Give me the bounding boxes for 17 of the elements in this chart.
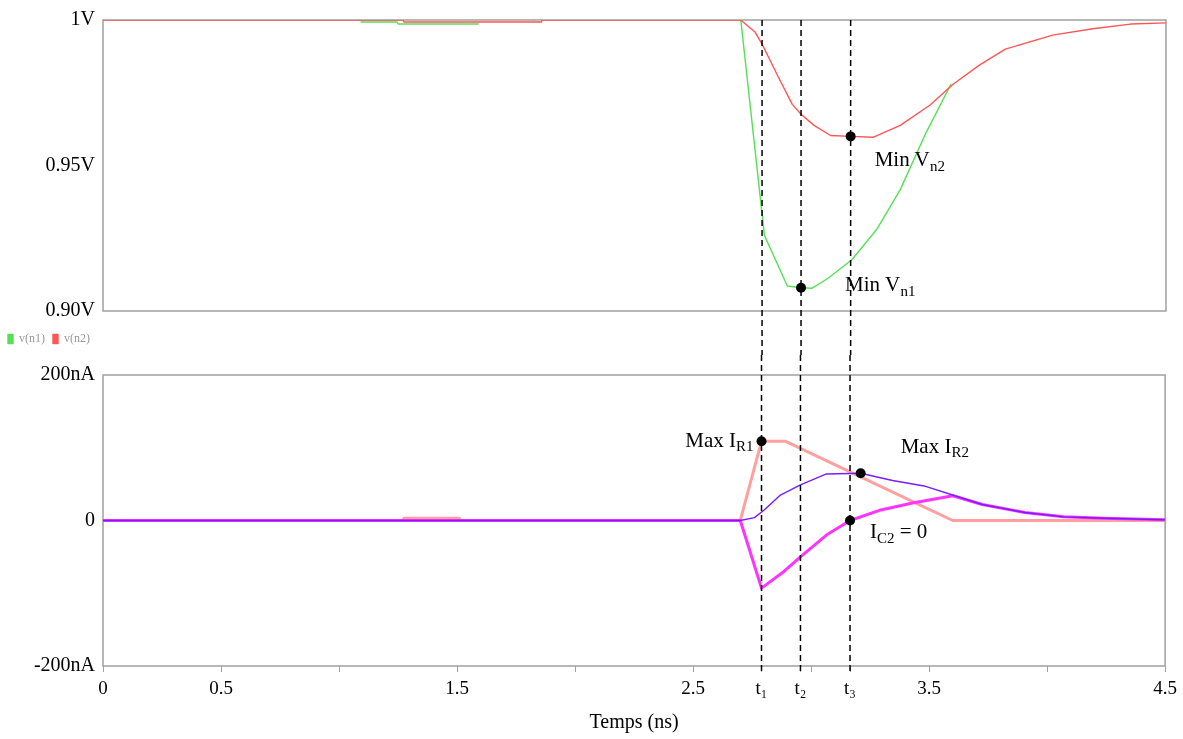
x-tick-label: 2.5 (681, 677, 705, 699)
y-tick-label: 0.90V (45, 298, 96, 321)
x-tick-label: t₁ (755, 677, 768, 699)
x-axis-title: Temps (ns) (589, 710, 679, 734)
x-tick-label: 0.5 (209, 677, 233, 699)
y-tick-label: 200nA (40, 362, 96, 385)
x-tick-label: 3.5 (917, 677, 941, 699)
legend-label: v(n1) (19, 331, 45, 346)
y-tick-label: 0.95V (45, 152, 96, 175)
x-tick-label: t₂ (794, 677, 807, 699)
x-tick-label: t₃ (844, 677, 856, 699)
y-tick-label: 0 (85, 507, 95, 530)
x-tick-label: 4.5 (1153, 677, 1177, 699)
legend-label: v(n2) (63, 331, 90, 346)
y-tick-label: 1V (70, 7, 96, 30)
y-tick-label: -200nA (33, 653, 96, 676)
x-tick-label: 1.5 (445, 677, 469, 699)
